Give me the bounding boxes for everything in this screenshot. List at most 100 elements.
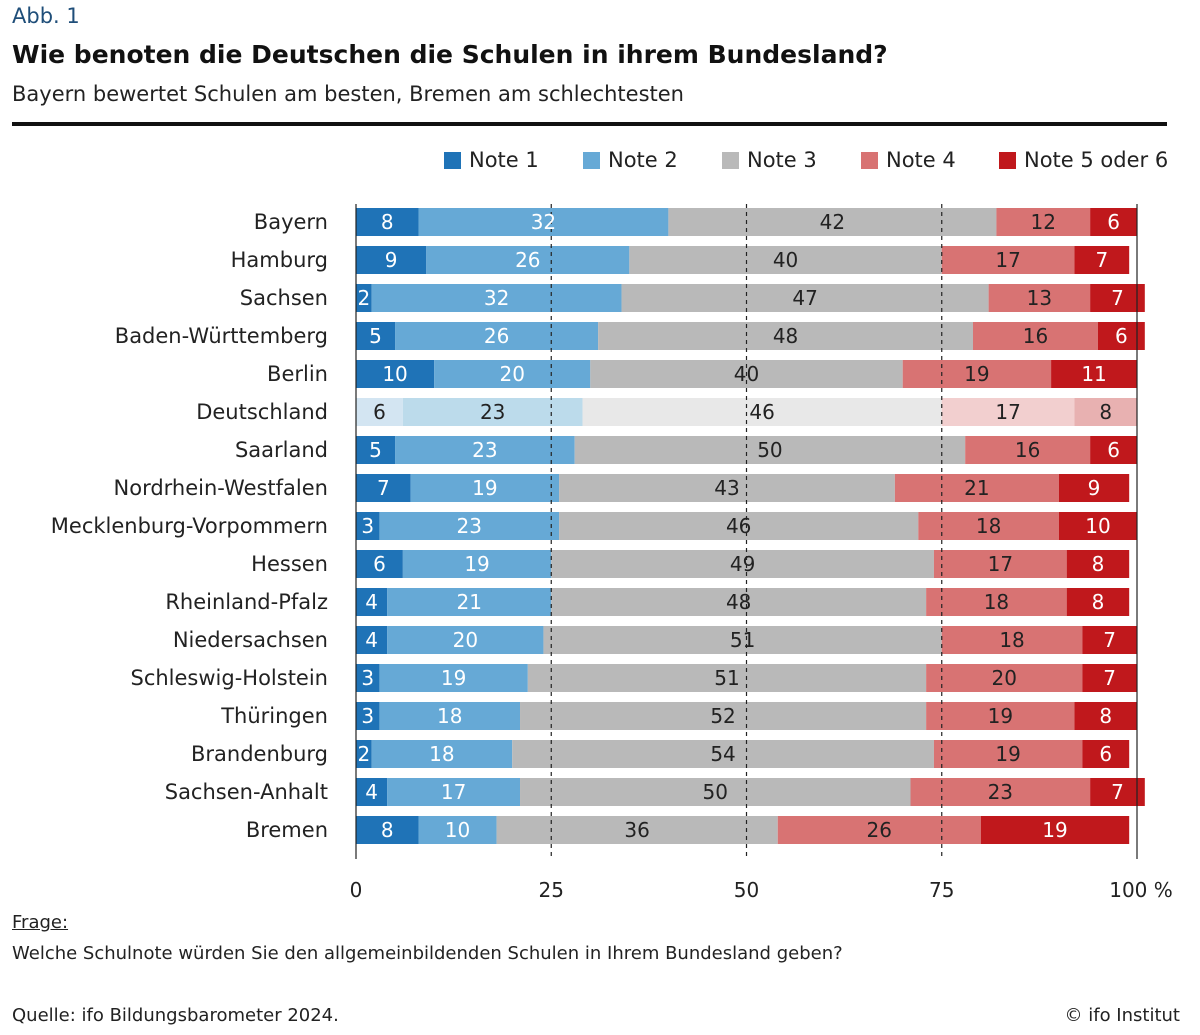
- data-label: 50: [757, 438, 782, 462]
- data-label: 19: [464, 552, 489, 576]
- bar-segment: [371, 740, 513, 768]
- gridlines-group: [355, 204, 1138, 859]
- bar-segment: [356, 550, 403, 578]
- data-label: 4: [365, 628, 378, 652]
- data-label: 16: [1015, 438, 1040, 462]
- category-label: Schleswig-Holstein: [130, 666, 328, 690]
- bar-segment: [356, 664, 380, 692]
- chart-title: Wie benoten die Deutschen die Schulen in…: [12, 40, 888, 69]
- bar-segment: [559, 474, 895, 502]
- data-label: 16: [1023, 324, 1048, 348]
- data-label: 46: [726, 514, 751, 538]
- bar-segment: [371, 284, 622, 312]
- bar-segment: [356, 398, 403, 426]
- data-label: 12: [1031, 210, 1056, 234]
- data-label: 18: [437, 704, 462, 728]
- x-tick-label: 0: [350, 878, 363, 900]
- category-label: Berlin: [267, 362, 328, 386]
- bar-segment: [965, 436, 1091, 464]
- data-label: 19: [441, 666, 466, 690]
- data-label: 3: [361, 514, 374, 538]
- data-label: 10: [445, 818, 470, 842]
- bar-segment: [1058, 474, 1130, 502]
- data-label: 51: [714, 666, 739, 690]
- data-label: 19: [988, 704, 1013, 728]
- data-label: 49: [730, 552, 755, 576]
- data-label: 23: [988, 780, 1013, 804]
- category-label: Hamburg: [231, 248, 328, 272]
- category-label: Bayern: [254, 210, 328, 234]
- data-label: 13: [1027, 286, 1052, 310]
- x-tick-label: 50: [734, 878, 759, 900]
- bar-segment: [894, 474, 1059, 502]
- data-label: 26: [515, 248, 540, 272]
- legend-label-note-1: Note 1: [469, 148, 539, 172]
- category-label: Sachsen: [240, 286, 328, 310]
- copyright-note: © ifo Institut: [1064, 1005, 1180, 1026]
- bar-segment: [520, 702, 927, 730]
- chart-subtitle: Bayern bewertet Schulen am besten, Breme…: [12, 82, 684, 106]
- bar-segment: [395, 322, 599, 350]
- data-label: 46: [749, 400, 774, 424]
- data-label: 3: [361, 666, 374, 690]
- bar-segment: [379, 664, 528, 692]
- category-label: Thüringen: [220, 704, 328, 728]
- data-label: 50: [703, 780, 728, 804]
- bar-segment: [988, 284, 1091, 312]
- category-label: Saarland: [235, 438, 328, 462]
- data-label: 6: [1099, 742, 1112, 766]
- x-tick-label: 100 %: [1109, 878, 1173, 900]
- category-label: Bremen: [246, 818, 328, 842]
- title-rule: [12, 122, 1167, 126]
- legend-item-note-5-oder-6: Note 5 oder 6: [999, 148, 1168, 172]
- bar-segment: [527, 664, 927, 692]
- data-label: 54: [710, 742, 735, 766]
- bar-segment: [582, 398, 942, 426]
- data-label: 52: [710, 704, 735, 728]
- legend-label-note-2: Note 2: [608, 148, 678, 172]
- category-label: Brandenburg: [191, 742, 328, 766]
- category-label: Deutschland: [196, 400, 328, 424]
- bar-segment: [356, 702, 380, 730]
- bar-segment: [598, 322, 973, 350]
- data-label: 42: [820, 210, 845, 234]
- data-label: 7: [377, 476, 390, 500]
- data-label: 2: [357, 286, 370, 310]
- bar-segment: [356, 740, 372, 768]
- bar-segment: [356, 284, 372, 312]
- data-label: 17: [995, 248, 1020, 272]
- data-label: 32: [484, 286, 509, 310]
- category-label: Rheinland-Pfalz: [165, 590, 328, 614]
- data-label: 2: [357, 742, 370, 766]
- data-label: 18: [999, 628, 1024, 652]
- bar-segment: [910, 778, 1091, 806]
- bar-segment: [379, 702, 521, 730]
- bar-segment: [941, 626, 1083, 654]
- bar-segment: [387, 626, 544, 654]
- bar-segment: [356, 588, 388, 616]
- bar-segment: [926, 588, 1067, 616]
- data-label: 6: [1107, 210, 1120, 234]
- data-label: 11: [1081, 362, 1106, 386]
- bar-segment: [395, 436, 575, 464]
- bar-segment: [387, 778, 521, 806]
- bar-segment: [1090, 778, 1145, 806]
- data-label: 18: [976, 514, 1001, 538]
- data-label: 40: [734, 362, 759, 386]
- data-label: 23: [480, 400, 505, 424]
- data-label: 23: [472, 438, 497, 462]
- bar-segment: [1082, 626, 1137, 654]
- bar-segment: [356, 436, 396, 464]
- data-label: 17: [995, 400, 1020, 424]
- data-label: 6: [1115, 324, 1128, 348]
- data-label: 5: [369, 438, 382, 462]
- data-label: 32: [531, 210, 556, 234]
- legend-item-note-2: Note 2: [583, 148, 678, 172]
- data-label: 7: [1095, 248, 1108, 272]
- bar-segment: [418, 816, 497, 844]
- bar-segment: [926, 664, 1083, 692]
- data-label: 8: [381, 818, 394, 842]
- category-label: Niedersachsen: [173, 628, 328, 652]
- bar-segment: [379, 512, 560, 540]
